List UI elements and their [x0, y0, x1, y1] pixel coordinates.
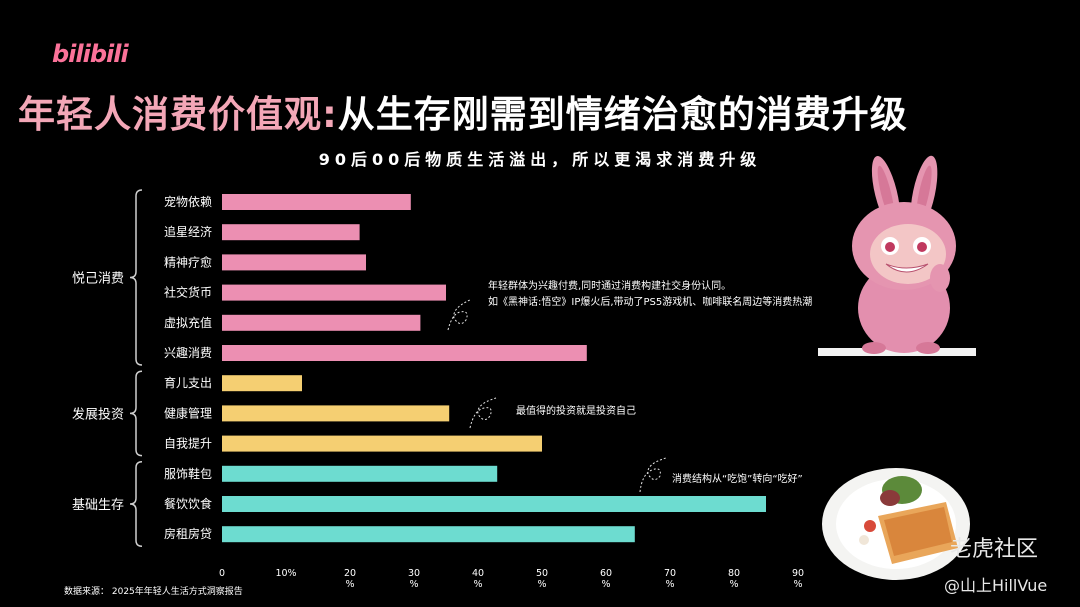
- x-tick-label: %: [409, 579, 418, 590]
- bar: [222, 224, 360, 241]
- category-label: 健康管理: [164, 405, 212, 420]
- group-label: 悦己消费: [72, 272, 124, 287]
- bilibili-logo: bilibili: [52, 40, 129, 68]
- x-tick-label: %: [473, 579, 482, 590]
- mascot-illustration: [818, 155, 976, 356]
- annotation-arrow: [469, 397, 497, 429]
- bar: [222, 314, 421, 331]
- x-tick-label: 0: [219, 568, 225, 579]
- annotation-text: 最值得的投资就是投资自己: [516, 404, 636, 417]
- category-label: 自我提升: [164, 436, 212, 451]
- x-tick-label: %: [793, 579, 802, 590]
- title-part-2: 从生存刚需到情绪治愈的消费升级: [337, 93, 908, 136]
- x-tick-label: 40: [472, 568, 484, 579]
- annotation-text: 消费结构从“吃饱”转向“吃好”: [672, 472, 803, 485]
- annotation-arrow: [447, 299, 471, 331]
- group-brace: [129, 461, 143, 547]
- author-credit: @山上HillVue: [944, 576, 1048, 595]
- bar: [222, 496, 766, 512]
- x-tick-label: 90: [792, 568, 804, 579]
- group-brace: [129, 370, 143, 457]
- category-label: 房租房贷: [164, 526, 212, 541]
- watermark-text: 老虎社区: [950, 537, 1039, 562]
- x-tick-label: %: [601, 579, 610, 590]
- category-label: 追星经济: [164, 224, 212, 239]
- annotation-text: 如《黑神话:悟空》IP爆火后,带动了PS5游戏机、咖啡联名周边等消费热潮: [488, 295, 812, 308]
- group-label: 发展投资: [72, 406, 124, 422]
- group-label: 基础生存: [72, 498, 124, 513]
- category-label: 兴趣消费: [164, 345, 212, 360]
- x-tick-label: 50: [536, 568, 548, 579]
- bar: [222, 345, 587, 361]
- bar: [222, 405, 450, 422]
- group-brace: [129, 189, 143, 366]
- category-label: 餐饮饮食: [164, 496, 212, 511]
- x-tick-label: %: [665, 579, 674, 590]
- category-label: 虚拟充值: [164, 315, 212, 330]
- x-tick-label: 30: [408, 568, 420, 579]
- category-label: 育儿支出: [164, 375, 212, 390]
- category-label: 精神疗愈: [164, 254, 212, 269]
- x-tick-label: %: [729, 579, 738, 590]
- x-tick-label: 80: [728, 568, 740, 579]
- annotation-text: 年轻群体为兴趣付费,同时通过消费构建社交身份认同。: [488, 279, 731, 292]
- data-source: 数据来源： 2025年年轻人生活方式洞察报告: [64, 587, 243, 597]
- category-label: 服饰鞋包: [164, 466, 212, 481]
- bar: [222, 435, 542, 452]
- page-subtitle: 90后00后物质生活溢出，所以更渴求消费升级: [318, 150, 762, 169]
- x-tick-label: 60: [600, 568, 612, 579]
- bar: [222, 375, 302, 392]
- bar: [222, 254, 366, 271]
- x-tick-label: %: [345, 579, 354, 590]
- bar: [222, 526, 635, 543]
- x-tick-label: %: [537, 579, 546, 590]
- page-title: 年轻人消费价值观:从生存刚需到情绪治愈的消费升级: [18, 84, 1068, 138]
- category-label: 宠物依赖: [164, 194, 212, 209]
- x-tick-label: 10%: [275, 568, 296, 579]
- x-tick-label: 20: [344, 568, 356, 579]
- bar: [222, 465, 498, 482]
- food-plate-illustration: [822, 468, 970, 580]
- bar: [222, 284, 446, 301]
- x-tick-label: 70: [664, 568, 676, 579]
- title-part-1: 年轻人消费价值观:: [18, 93, 338, 136]
- category-label: 社交货币: [164, 285, 212, 300]
- bar: [222, 194, 411, 210]
- annotation-arrow: [639, 457, 667, 493]
